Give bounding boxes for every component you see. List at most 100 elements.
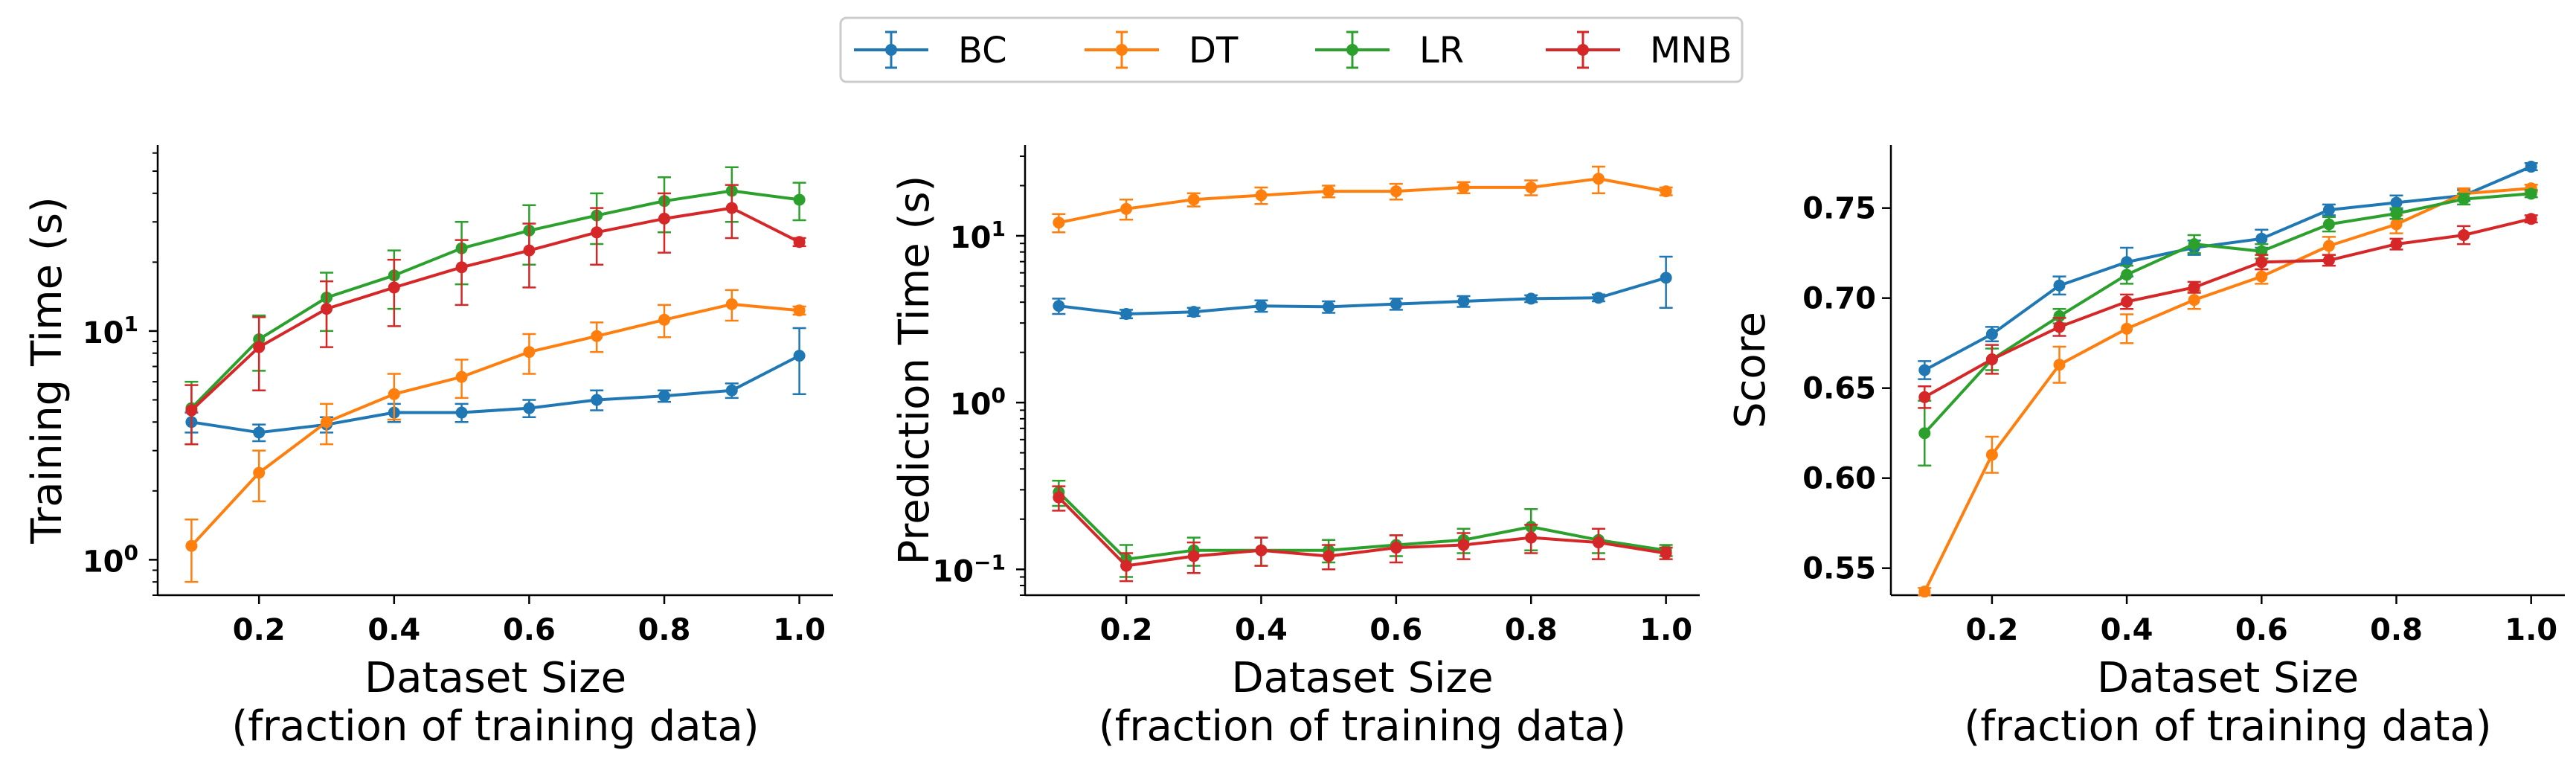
y-tick-label: 101 xyxy=(950,216,1006,255)
legend-item-bc: BC xyxy=(854,30,1007,71)
data-point xyxy=(658,390,670,402)
data-point xyxy=(725,202,738,214)
data-point xyxy=(2053,279,2066,292)
data-point xyxy=(2458,229,2470,241)
x-tick-label: 0.8 xyxy=(638,613,691,647)
data-point xyxy=(388,388,400,400)
y-tick-label: 101 xyxy=(83,312,138,350)
data-point xyxy=(658,212,670,225)
x-tick-label: 0.6 xyxy=(2235,613,2288,647)
legend-item-lr: LR xyxy=(1315,30,1464,71)
x-axis-sublabel: (fraction of training data) xyxy=(231,702,759,751)
data-point xyxy=(1187,550,1200,562)
legend-marker xyxy=(1346,44,1358,56)
legend-marker xyxy=(1116,44,1128,56)
x-tick-label: 0.6 xyxy=(1369,613,1422,647)
x-axis-label: Dataset Size xyxy=(2097,654,2359,702)
score-panel: 0.2 0.4 0.6 0.8 1.0 0.55 0.60 0.65 0.70 0.75 Score… xyxy=(1727,145,2565,751)
data-point xyxy=(523,346,536,359)
data-point xyxy=(1918,364,1931,376)
series-bc xyxy=(1052,255,1673,320)
data-point xyxy=(2188,238,2200,251)
data-point xyxy=(1053,216,1065,229)
data-point xyxy=(2255,270,2268,283)
legend-label: DT xyxy=(1189,30,1239,71)
data-point xyxy=(253,341,266,353)
data-point xyxy=(1255,189,1268,202)
data-point xyxy=(591,330,603,342)
data-point xyxy=(725,384,738,397)
data-point xyxy=(1390,542,1402,554)
data-point xyxy=(2255,232,2268,245)
data-point xyxy=(1255,300,1268,312)
data-point xyxy=(591,394,603,406)
data-point xyxy=(2188,281,2200,294)
x-tick-label: 0.8 xyxy=(2370,613,2423,647)
data-point xyxy=(1323,301,1335,313)
data-point xyxy=(1525,292,1538,305)
data-point xyxy=(1592,292,1605,304)
data-point xyxy=(1660,547,1672,559)
data-point xyxy=(1053,491,1065,504)
x-tick-label: 0.6 xyxy=(503,613,556,647)
data-point xyxy=(1120,202,1133,215)
x-tick-label: 1.0 xyxy=(2505,613,2557,647)
series-mnb xyxy=(1052,485,1673,583)
training-time-panel: 0.2 0.4 0.6 0.8 1.0 100 101 Training Time (s) Da… xyxy=(23,145,833,751)
data-point xyxy=(2322,254,2335,266)
series-line xyxy=(1924,165,2532,372)
legend-label: BC xyxy=(958,30,1007,71)
x-tick-label: 0.2 xyxy=(1100,613,1153,647)
data-point xyxy=(388,281,400,294)
legend-item-dt: DT xyxy=(1085,30,1239,71)
x-tick-label: 0.2 xyxy=(233,613,286,647)
data-point xyxy=(2525,161,2537,173)
data-point xyxy=(793,350,806,362)
data-point xyxy=(2390,238,2403,251)
data-point xyxy=(1918,391,1931,403)
data-point xyxy=(2322,204,2335,216)
data-point xyxy=(2121,269,2133,281)
data-point xyxy=(523,244,536,257)
data-point xyxy=(2121,295,2133,308)
legend: BC DT LR MNB xyxy=(839,16,1744,83)
data-point xyxy=(1390,185,1402,198)
prediction-time-panel: 0.2 0.4 0.6 0.8 1.0 10−1 100 101 Prediction Time… xyxy=(890,145,1700,751)
series-mnb xyxy=(184,184,806,446)
x-tick-label: 0.8 xyxy=(1505,613,1558,647)
data-point xyxy=(455,261,468,274)
data-point xyxy=(1120,307,1133,320)
series-line xyxy=(1923,192,2531,434)
data-point xyxy=(2390,218,2403,231)
series-line xyxy=(1057,496,1667,568)
x-tick-label: 0.4 xyxy=(1235,613,1288,647)
data-point xyxy=(2390,207,2403,219)
y-tick-label: 100 xyxy=(83,540,138,579)
y-tick-label: 0.55 xyxy=(1802,552,1876,586)
data-point xyxy=(1985,328,1998,341)
data-point xyxy=(185,404,198,417)
legend-marker xyxy=(1577,44,1589,56)
data-point xyxy=(1457,539,1470,551)
data-point xyxy=(2322,240,2335,252)
data-point xyxy=(591,226,603,239)
x-tick-label: 1.0 xyxy=(1639,613,1692,647)
data-point xyxy=(2525,187,2537,200)
data-point xyxy=(1120,559,1133,572)
y-tick-label: 0.75 xyxy=(1802,192,1876,226)
data-point xyxy=(1592,536,1605,549)
data-point xyxy=(658,313,670,326)
data-point xyxy=(793,304,806,317)
data-point xyxy=(1592,173,1605,185)
legend-frame xyxy=(839,16,1744,83)
series-bc xyxy=(184,327,806,443)
series-line xyxy=(1058,177,1667,225)
data-point xyxy=(523,402,536,414)
series-line xyxy=(191,354,800,434)
data-point xyxy=(2121,322,2133,335)
series-dt xyxy=(1052,165,1673,234)
data-point xyxy=(1187,193,1200,206)
data-point xyxy=(1660,272,1672,284)
data-point xyxy=(1918,427,1931,440)
